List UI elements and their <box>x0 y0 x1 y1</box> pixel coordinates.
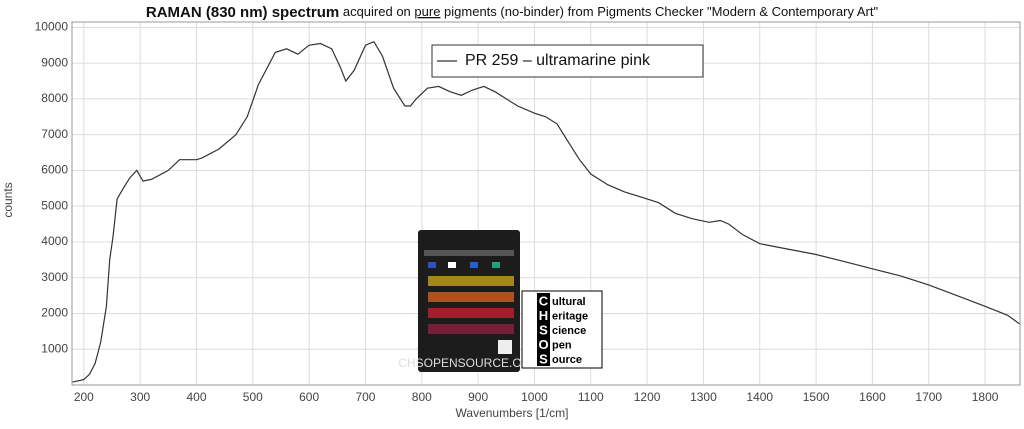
y-tick-label: 8000 <box>41 91 68 105</box>
y-tick-label: 3000 <box>41 270 68 284</box>
x-tick-label: 1500 <box>803 390 830 404</box>
swatch <box>448 262 456 268</box>
swatch-row <box>428 276 514 286</box>
x-tick-label: 500 <box>243 390 263 404</box>
pigment-card: CHSOPENSOURCE.ORG <box>398 230 540 372</box>
x-tick-label: 900 <box>468 390 488 404</box>
x-tick-label: 1100 <box>578 390 604 404</box>
x-tick-label: 1600 <box>859 390 886 404</box>
legend-box <box>431 44 704 78</box>
x-tick-label: 600 <box>299 390 319 404</box>
y-tick-label: 7000 <box>41 127 68 141</box>
logo-letter: S <box>539 351 548 366</box>
x-tick-label: 300 <box>130 390 150 404</box>
plot-frame <box>71 21 1021 386</box>
y-tick-label: 9000 <box>41 55 68 69</box>
logo-word: pen <box>552 339 572 351</box>
x-tick-label: 800 <box>412 390 432 404</box>
spectrum-line <box>72 40 1021 383</box>
y-tick-label: 6000 <box>41 163 68 177</box>
title-underlined: pure <box>414 4 440 19</box>
logo-box <box>521 290 603 369</box>
swatch-row <box>428 324 514 334</box>
logo-word: ultural <box>552 296 586 308</box>
title-post: pigments (no-binder) from Pigments Check… <box>440 4 878 19</box>
card-row <box>424 250 514 256</box>
y-tick-label: 1000 <box>41 341 68 355</box>
logo-letter: S <box>539 322 548 337</box>
x-tick-label: 1000 <box>521 390 548 404</box>
x-tick-label: 200 <box>74 390 94 404</box>
logo-letter: C <box>539 293 549 308</box>
title-pre: acquired on <box>339 4 414 19</box>
x-tick-label: 1300 <box>690 390 717 404</box>
card-footer: CHSOPENSOURCE.ORG <box>398 356 539 370</box>
x-tick-label: 1400 <box>746 390 773 404</box>
chart-title: RAMAN (830 nm) spectrum acquired on pure… <box>146 4 879 21</box>
y-tick-label: 10000 <box>35 20 69 34</box>
qr-code <box>498 340 512 354</box>
legend-label: PR 259 – ultramarine pink <box>465 52 651 69</box>
logo-word: cience <box>552 325 586 337</box>
title-bold: RAMAN (830 nm) spectrum <box>146 4 339 21</box>
swatch-row <box>428 308 514 318</box>
x-tick-label: 400 <box>186 390 206 404</box>
x-tick-label: 1800 <box>972 390 999 404</box>
logo-word: ource <box>552 354 582 366</box>
swatch <box>492 262 500 268</box>
logo-letter: O <box>538 337 548 352</box>
x-tick-label: 1200 <box>634 390 661 404</box>
x-tick-label: 700 <box>355 390 375 404</box>
logo-letter: H <box>539 308 548 323</box>
swatch <box>428 262 436 268</box>
x-axis-label: Wavenumbers [1/cm] <box>456 406 569 420</box>
x-tick-label: 1700 <box>915 390 942 404</box>
y-tick-label: 5000 <box>41 198 68 212</box>
y-tick-label: 2000 <box>41 306 68 320</box>
y-axis-label: counts <box>1 182 15 217</box>
y-tick-label: 4000 <box>41 234 68 248</box>
swatch <box>470 262 478 268</box>
logo-word: eritage <box>552 310 588 322</box>
swatch-row <box>428 292 514 302</box>
logo-strip <box>537 293 550 366</box>
